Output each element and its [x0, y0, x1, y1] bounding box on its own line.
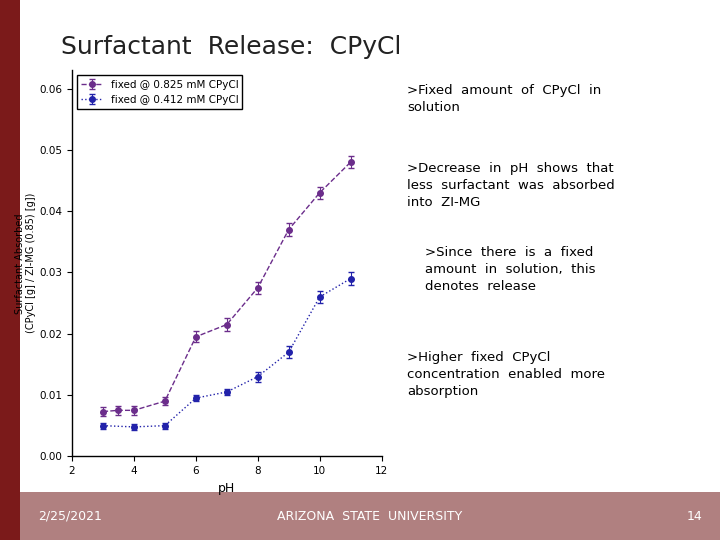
X-axis label: pH: pH	[218, 482, 235, 495]
Text: Surfactant  Release:  CPyCl: Surfactant Release: CPyCl	[61, 35, 402, 59]
Text: >Since  there  is  a  fixed
amount  in  solution,  this
denotes  release: >Since there is a fixed amount in soluti…	[425, 246, 595, 293]
Text: >Fixed  amount  of  CPyCl  in
solution: >Fixed amount of CPyCl in solution	[407, 84, 601, 114]
Text: >Higher  fixed  CPyCl
concentration  enabled  more
absorption: >Higher fixed CPyCl concentration enable…	[407, 351, 605, 398]
Text: >Decrease  in  pH  shows  that
less  surfactant  was  absorbed
into  ZI-MG: >Decrease in pH shows that less surfacta…	[407, 162, 615, 209]
Text: 2/25/2021: 2/25/2021	[37, 510, 102, 523]
Legend: fixed @ 0.825 mM CPyCl, fixed @ 0.412 mM CPyCl: fixed @ 0.825 mM CPyCl, fixed @ 0.412 mM…	[77, 76, 243, 109]
Text: 14: 14	[687, 510, 703, 523]
Y-axis label: Surfactant Absorbed
(CPyCl [g] / ZI-MG (0.85) [g]): Surfactant Absorbed (CPyCl [g] / ZI-MG (…	[15, 193, 37, 333]
Text: ARIZONA  STATE  UNIVERSITY: ARIZONA STATE UNIVERSITY	[277, 510, 463, 523]
